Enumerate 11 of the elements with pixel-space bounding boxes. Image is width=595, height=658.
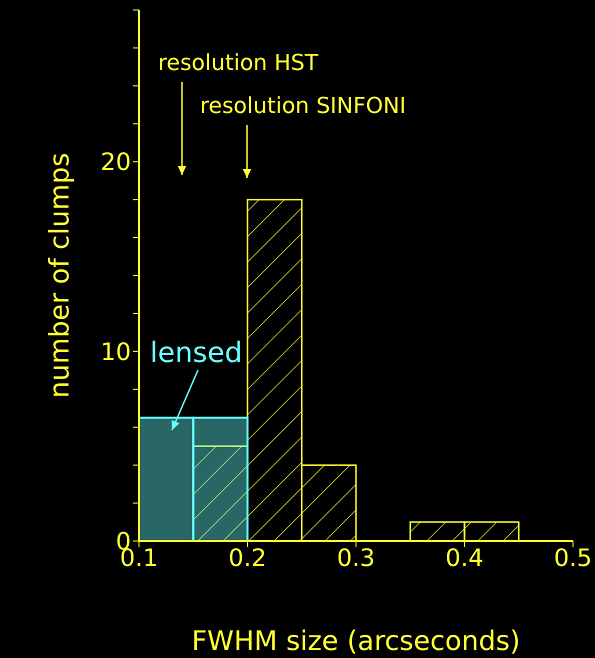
x-tick-label: 0.4 [445,544,484,572]
series-label: lensed [150,336,242,369]
x-tick-label: 0.5 [554,544,592,572]
y-tick-label: 10 [100,338,131,366]
x-tick-label: 0.2 [228,544,267,572]
annotation: resolution SINFONI [200,94,406,119]
y-tick-label: 20 [100,148,131,176]
annotation: resolution HST [158,51,319,76]
y-axis-title: number of clumps [44,152,76,398]
x-axis-title: FWHM size (arcseconds) [192,626,520,657]
x-tick-label: 0.3 [336,544,376,572]
